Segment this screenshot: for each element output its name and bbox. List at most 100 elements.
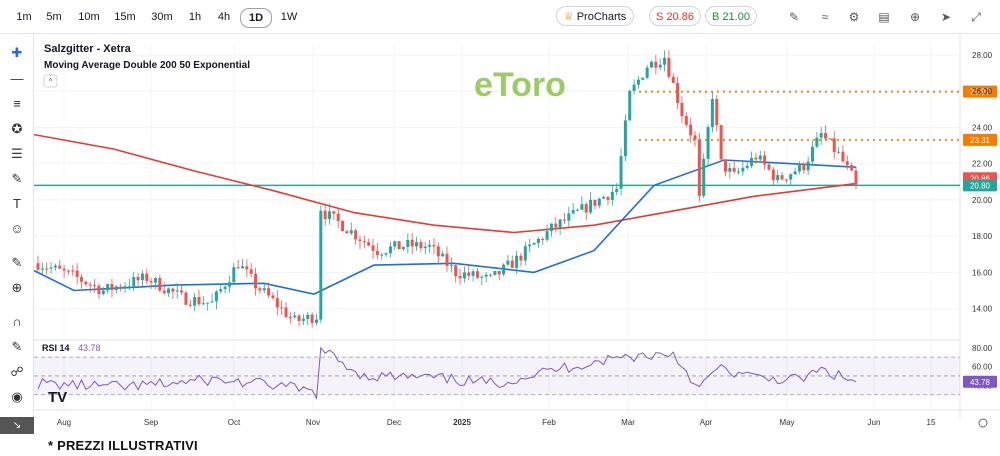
- candle-body: [401, 247, 405, 250]
- price-level-label: 25.97: [970, 88, 991, 97]
- candle-body: [423, 246, 427, 249]
- buy-button[interactable]: B 21.00: [705, 6, 757, 26]
- emoji-icon[interactable]: ☺: [10, 221, 24, 236]
- timeframe-4h[interactable]: 4h: [217, 11, 231, 23]
- timeframe-1d[interactable]: 1D: [240, 8, 272, 28]
- grid: [34, 34, 1000, 419]
- candle-body: [658, 64, 662, 68]
- candle-body: [484, 274, 488, 277]
- candle-body: [84, 281, 88, 285]
- candle-body: [763, 155, 767, 165]
- candle-body: [789, 174, 793, 180]
- candle-body: [549, 223, 553, 232]
- candle-body: [428, 244, 432, 247]
- lock-draw-icon[interactable]: ✎: [11, 339, 23, 354]
- time-tick-label: May: [779, 418, 794, 427]
- candle-body: [132, 277, 136, 287]
- price-tick-label: 24.00: [972, 123, 993, 132]
- candle-body: [380, 254, 384, 256]
- candle-body: [641, 77, 645, 80]
- price-tick-label: 18.00: [972, 232, 993, 241]
- candle-body: [162, 290, 166, 294]
- etoro-watermark: eToro: [474, 66, 566, 104]
- candle-body: [815, 137, 819, 147]
- indicators-icon[interactable]: ≈: [821, 10, 829, 24]
- crosshair-icon[interactable]: ✚: [11, 45, 23, 60]
- pencil-icon[interactable]: ✎: [788, 10, 800, 24]
- candle-body: [723, 159, 727, 172]
- sell-button[interactable]: S 20.86: [649, 6, 701, 26]
- fib-tool-icon[interactable]: ☰: [11, 146, 23, 161]
- candle-body: [750, 157, 754, 166]
- rsi-value-badge: [963, 375, 997, 388]
- candle-body: [619, 156, 623, 189]
- candle-body: [441, 253, 445, 257]
- magnet-icon[interactable]: ∩: [12, 314, 22, 329]
- candle-body: [332, 211, 336, 214]
- bar-chart-icon[interactable]: ▤: [878, 10, 890, 24]
- candle-body: [397, 241, 401, 250]
- candle-body: [49, 267, 53, 269]
- candle-body: [615, 188, 619, 192]
- trend-line-icon[interactable]: —: [10, 71, 24, 86]
- candle-body: [558, 219, 562, 228]
- eye-icon[interactable]: ◉: [11, 389, 23, 404]
- candle-body: [710, 99, 714, 128]
- legend-collapse-button[interactable]: [43, 74, 58, 88]
- pitchfork-icon[interactable]: ✪: [11, 121, 23, 136]
- candle-body: [254, 273, 258, 289]
- candle-body: [293, 315, 297, 318]
- chevron-up-icon: ^: [49, 77, 53, 86]
- timeframe-1w[interactable]: 1W: [280, 11, 298, 23]
- price-tick-label: 28.00: [972, 51, 993, 60]
- candle-body: [732, 168, 736, 172]
- time-tick-label: Aug: [57, 418, 71, 427]
- timeframe-10m[interactable]: 10m: [78, 11, 100, 23]
- candle-body: [341, 221, 345, 232]
- candle-body: [223, 286, 227, 290]
- timeframe-30m[interactable]: 30m: [151, 11, 173, 23]
- candle-body: [206, 302, 210, 304]
- candle-body: [236, 267, 240, 269]
- candle-body: [110, 284, 114, 290]
- collapse-toolbar-icon[interactable]: ↘: [0, 417, 34, 434]
- top-toolbar: 1m 5m 10m 15m 30m 1h 4h 1D 1W ♕ ProCharts S 20.8…: [0, 0, 1000, 34]
- candle-body: [502, 264, 506, 275]
- candle-body: [393, 241, 397, 247]
- candle-body: [802, 163, 806, 171]
- price-tick-label: 16.00: [972, 268, 993, 277]
- horizontal-lines-icon[interactable]: ≡: [13, 96, 21, 111]
- price-tick-label: 26.00: [972, 87, 993, 96]
- candle-body: [650, 61, 653, 68]
- timeframe-1h[interactable]: 1h: [188, 11, 202, 23]
- tradingview-logo: TV: [48, 389, 67, 406]
- candle-body: [158, 278, 162, 291]
- candle-body: [541, 238, 545, 240]
- ruler-icon[interactable]: ✎: [11, 255, 23, 270]
- candle-body: [845, 161, 849, 166]
- candle-body: [106, 284, 110, 291]
- brush-icon[interactable]: ✎: [11, 171, 23, 186]
- candle-body: [384, 253, 388, 255]
- candle-body: [406, 239, 410, 248]
- zoom-in-icon[interactable]: ⊕: [11, 280, 23, 295]
- candle-body: [371, 245, 375, 251]
- candle-body: [623, 120, 627, 157]
- time-tick-label: Dec: [387, 418, 401, 427]
- collapse-icon[interactable]: ⤢: [971, 10, 981, 24]
- add-circle-icon[interactable]: ⊕: [909, 10, 921, 24]
- share-icon[interactable]: ➤: [940, 10, 952, 24]
- lock-icon[interactable]: ☍: [10, 364, 24, 379]
- candle-body: [62, 268, 66, 271]
- prochart-button[interactable]: ♕ ProCharts: [556, 6, 634, 26]
- gear-icon[interactable]: ⚙: [848, 10, 860, 24]
- text-tool-icon[interactable]: T: [13, 196, 21, 211]
- rsi-line: [37, 346, 857, 401]
- timeframe-5m[interactable]: 5m: [46, 11, 62, 23]
- candle-body: [728, 168, 732, 172]
- timeframe-15m[interactable]: 15m: [114, 11, 136, 23]
- candle-body: [149, 280, 153, 283]
- timeframe-1m[interactable]: 1m: [16, 11, 32, 23]
